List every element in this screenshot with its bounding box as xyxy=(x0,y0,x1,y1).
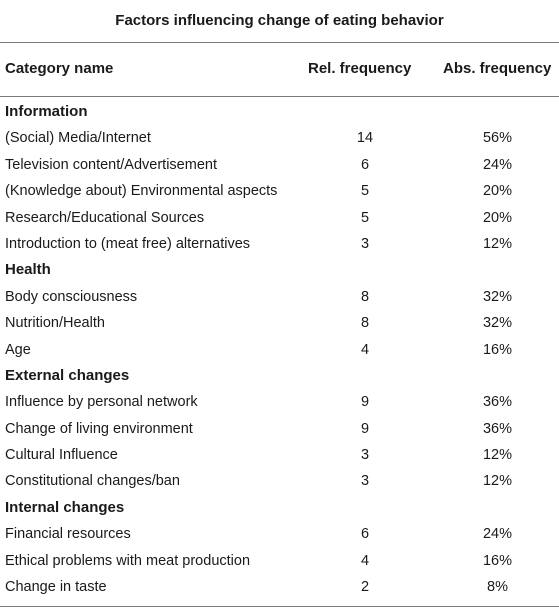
row-abs-frequency: 16% xyxy=(482,552,513,569)
row-rel-frequency: 6 xyxy=(360,156,370,173)
row-category-name: (Social) Media/Internet xyxy=(5,130,151,147)
row-abs-frequency: 24% xyxy=(482,156,513,173)
table-header-row: Category name Rel. frequency Abs. freque… xyxy=(0,54,559,84)
row-category-name: Introduction to (meat free) alternatives xyxy=(5,235,251,252)
section-heading-label: External changes xyxy=(5,366,130,384)
table-row: (Knowledge about) Environmental aspects 5… xyxy=(0,178,559,204)
row-rel-frequency: 2 xyxy=(360,579,370,596)
row-rel-frequency: 4 xyxy=(360,552,370,569)
row-rel-frequency: 14 xyxy=(356,130,374,147)
row-rel-frequency: 3 xyxy=(360,447,370,464)
table-row: Cultural Influence 3 12% xyxy=(0,442,559,468)
title-divider xyxy=(0,42,559,43)
section-heading-label: Information xyxy=(5,103,88,120)
row-rel-frequency: 4 xyxy=(360,341,370,358)
row-category-name: Financial resources xyxy=(5,526,131,543)
header-rel-frequency: Rel. frequency xyxy=(308,60,412,77)
row-category-name: Influence by personal network xyxy=(5,394,198,411)
table-row: Ethical problems with meat production 4 16… xyxy=(0,548,559,574)
table-row: (Social) Media/Internet 14 56% xyxy=(0,125,559,151)
row-abs-frequency: 8% xyxy=(487,579,508,596)
row-abs-frequency: 12% xyxy=(482,447,513,464)
table-row: Nutrition/Health 8 32% xyxy=(0,310,559,336)
row-category-name: Nutrition/Health xyxy=(5,315,105,332)
table-row: Body consciousness 8 32% xyxy=(0,284,559,310)
section-heading: Internal changes xyxy=(0,495,559,521)
row-rel-frequency: 9 xyxy=(360,394,370,411)
table-row: Research/Educational Sources 5 20% xyxy=(0,205,559,231)
row-rel-frequency: 5 xyxy=(360,183,370,200)
row-rel-frequency: 5 xyxy=(360,209,370,226)
header-abs-frequency: Abs. frequency xyxy=(443,60,552,77)
table-body: Information (Social) Media/Internet 14 56% T… xyxy=(0,99,559,600)
row-rel-frequency: 8 xyxy=(360,315,370,332)
section-heading: Health xyxy=(0,257,559,283)
row-abs-frequency: 16% xyxy=(482,341,513,358)
row-category-name: Constitutional changes/ban xyxy=(5,473,180,490)
row-abs-frequency: 20% xyxy=(482,183,513,200)
table-row: Change of living environment 9 36% xyxy=(0,416,559,442)
row-category-name: Cultural Influence xyxy=(5,447,118,464)
row-category-name: (Knowledge about) Environmental aspects xyxy=(5,183,278,200)
header-divider xyxy=(0,96,559,97)
section-heading: External changes xyxy=(0,363,559,389)
row-category-name: Television content/Advertisement xyxy=(5,156,217,173)
table-row: Introduction to (meat free) alternatives… xyxy=(0,231,559,257)
row-category-name: Change of living environment xyxy=(5,420,193,437)
row-category-name: Age xyxy=(5,341,31,358)
row-abs-frequency: 32% xyxy=(482,315,513,332)
table-row: Television content/Advertisement 6 24% xyxy=(0,152,559,178)
row-abs-frequency: 36% xyxy=(482,394,513,411)
row-rel-frequency: 3 xyxy=(360,235,370,252)
row-abs-frequency: 32% xyxy=(482,288,513,305)
row-category-name: Ethical problems with meat production xyxy=(5,552,251,569)
table-row: Financial resources 6 24% xyxy=(0,521,559,547)
row-rel-frequency: 6 xyxy=(360,526,370,543)
row-category-name: Body consciousness xyxy=(5,288,138,305)
section-heading: Information xyxy=(0,99,559,125)
row-abs-frequency: 12% xyxy=(482,473,513,490)
table-row: Influence by personal network 9 36% xyxy=(0,389,559,415)
bottom-divider xyxy=(0,606,559,607)
row-rel-frequency: 8 xyxy=(360,288,370,305)
table-title: Factors influencing change of eating beh… xyxy=(115,12,444,29)
row-category-name: Change in taste xyxy=(5,579,107,596)
row-abs-frequency: 12% xyxy=(482,235,513,252)
table-row: Constitutional changes/ban 3 12% xyxy=(0,468,559,494)
row-category-name: Research/Educational Sources xyxy=(5,209,205,226)
row-rel-frequency: 9 xyxy=(360,420,370,437)
row-abs-frequency: 56% xyxy=(482,130,513,147)
table-row: Age 4 16% xyxy=(0,337,559,363)
section-heading-label: Internal changes xyxy=(5,498,125,516)
header-category-name: Category name xyxy=(5,60,114,77)
section-heading-label: Health xyxy=(5,261,51,279)
table-row: Change in taste 2 8% xyxy=(0,574,559,600)
row-abs-frequency: 20% xyxy=(482,209,513,226)
row-rel-frequency: 3 xyxy=(360,473,370,490)
row-abs-frequency: 36% xyxy=(482,420,513,437)
row-abs-frequency: 24% xyxy=(482,526,513,543)
